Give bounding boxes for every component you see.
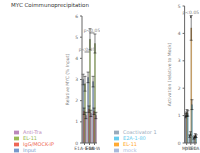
svg-text:E1A: E1A [191, 146, 192, 151]
svg-text:p<0.05: p<0.05 [182, 10, 192, 15]
html-text:IgG/MOCK-IP: IgG/MOCK-IP [23, 140, 54, 147]
svg-text:Activation (relative to Mock): Activation (relative to Mock) [167, 42, 172, 106]
html-text:MYC Coimmunoprecipitation: MYC Coimmunoprecipitation [11, 2, 89, 8]
svg-text:0: 0 [75, 141, 78, 146]
svg-text:1: 1 [178, 113, 181, 118]
svg-text:4: 4 [75, 56, 78, 61]
svg-text:4: 4 [178, 31, 181, 36]
svg-text:E1A-WT: E1A-WT [86, 146, 100, 151]
html-text:E2A-1-80: E2A-1-80 [123, 134, 146, 141]
html-text:EL-11: EL-11 [23, 134, 37, 141]
svg-text:2: 2 [178, 86, 181, 91]
svg-text:5: 5 [178, 4, 181, 9]
html-text:Input: Input [23, 146, 36, 153]
svg-text:2: 2 [75, 98, 78, 103]
svg-text:3: 3 [178, 58, 181, 63]
svg-text:3: 3 [75, 77, 78, 82]
svg-text:6: 6 [75, 14, 78, 19]
html-text:EL-11: EL-11 [123, 140, 137, 147]
svg-text:E1A-1-80: E1A-1-80 [74, 146, 95, 152]
html-text:Coactivator 1: Coactivator 1 [123, 128, 157, 135]
html-text:mock: mock [123, 146, 137, 153]
svg-text:1: 1 [75, 119, 78, 124]
svg-text:Relative MYC (% Input): Relative MYC (% Input) [65, 54, 70, 106]
svg-text:0: 0 [178, 141, 181, 146]
svg-text:5: 5 [75, 35, 78, 40]
html-text:Anti-Tra: Anti-Tra [23, 128, 42, 135]
svg-text:p<0.05: p<0.05 [84, 28, 100, 33]
svg-text:p<0.05: p<0.05 [79, 47, 96, 52]
